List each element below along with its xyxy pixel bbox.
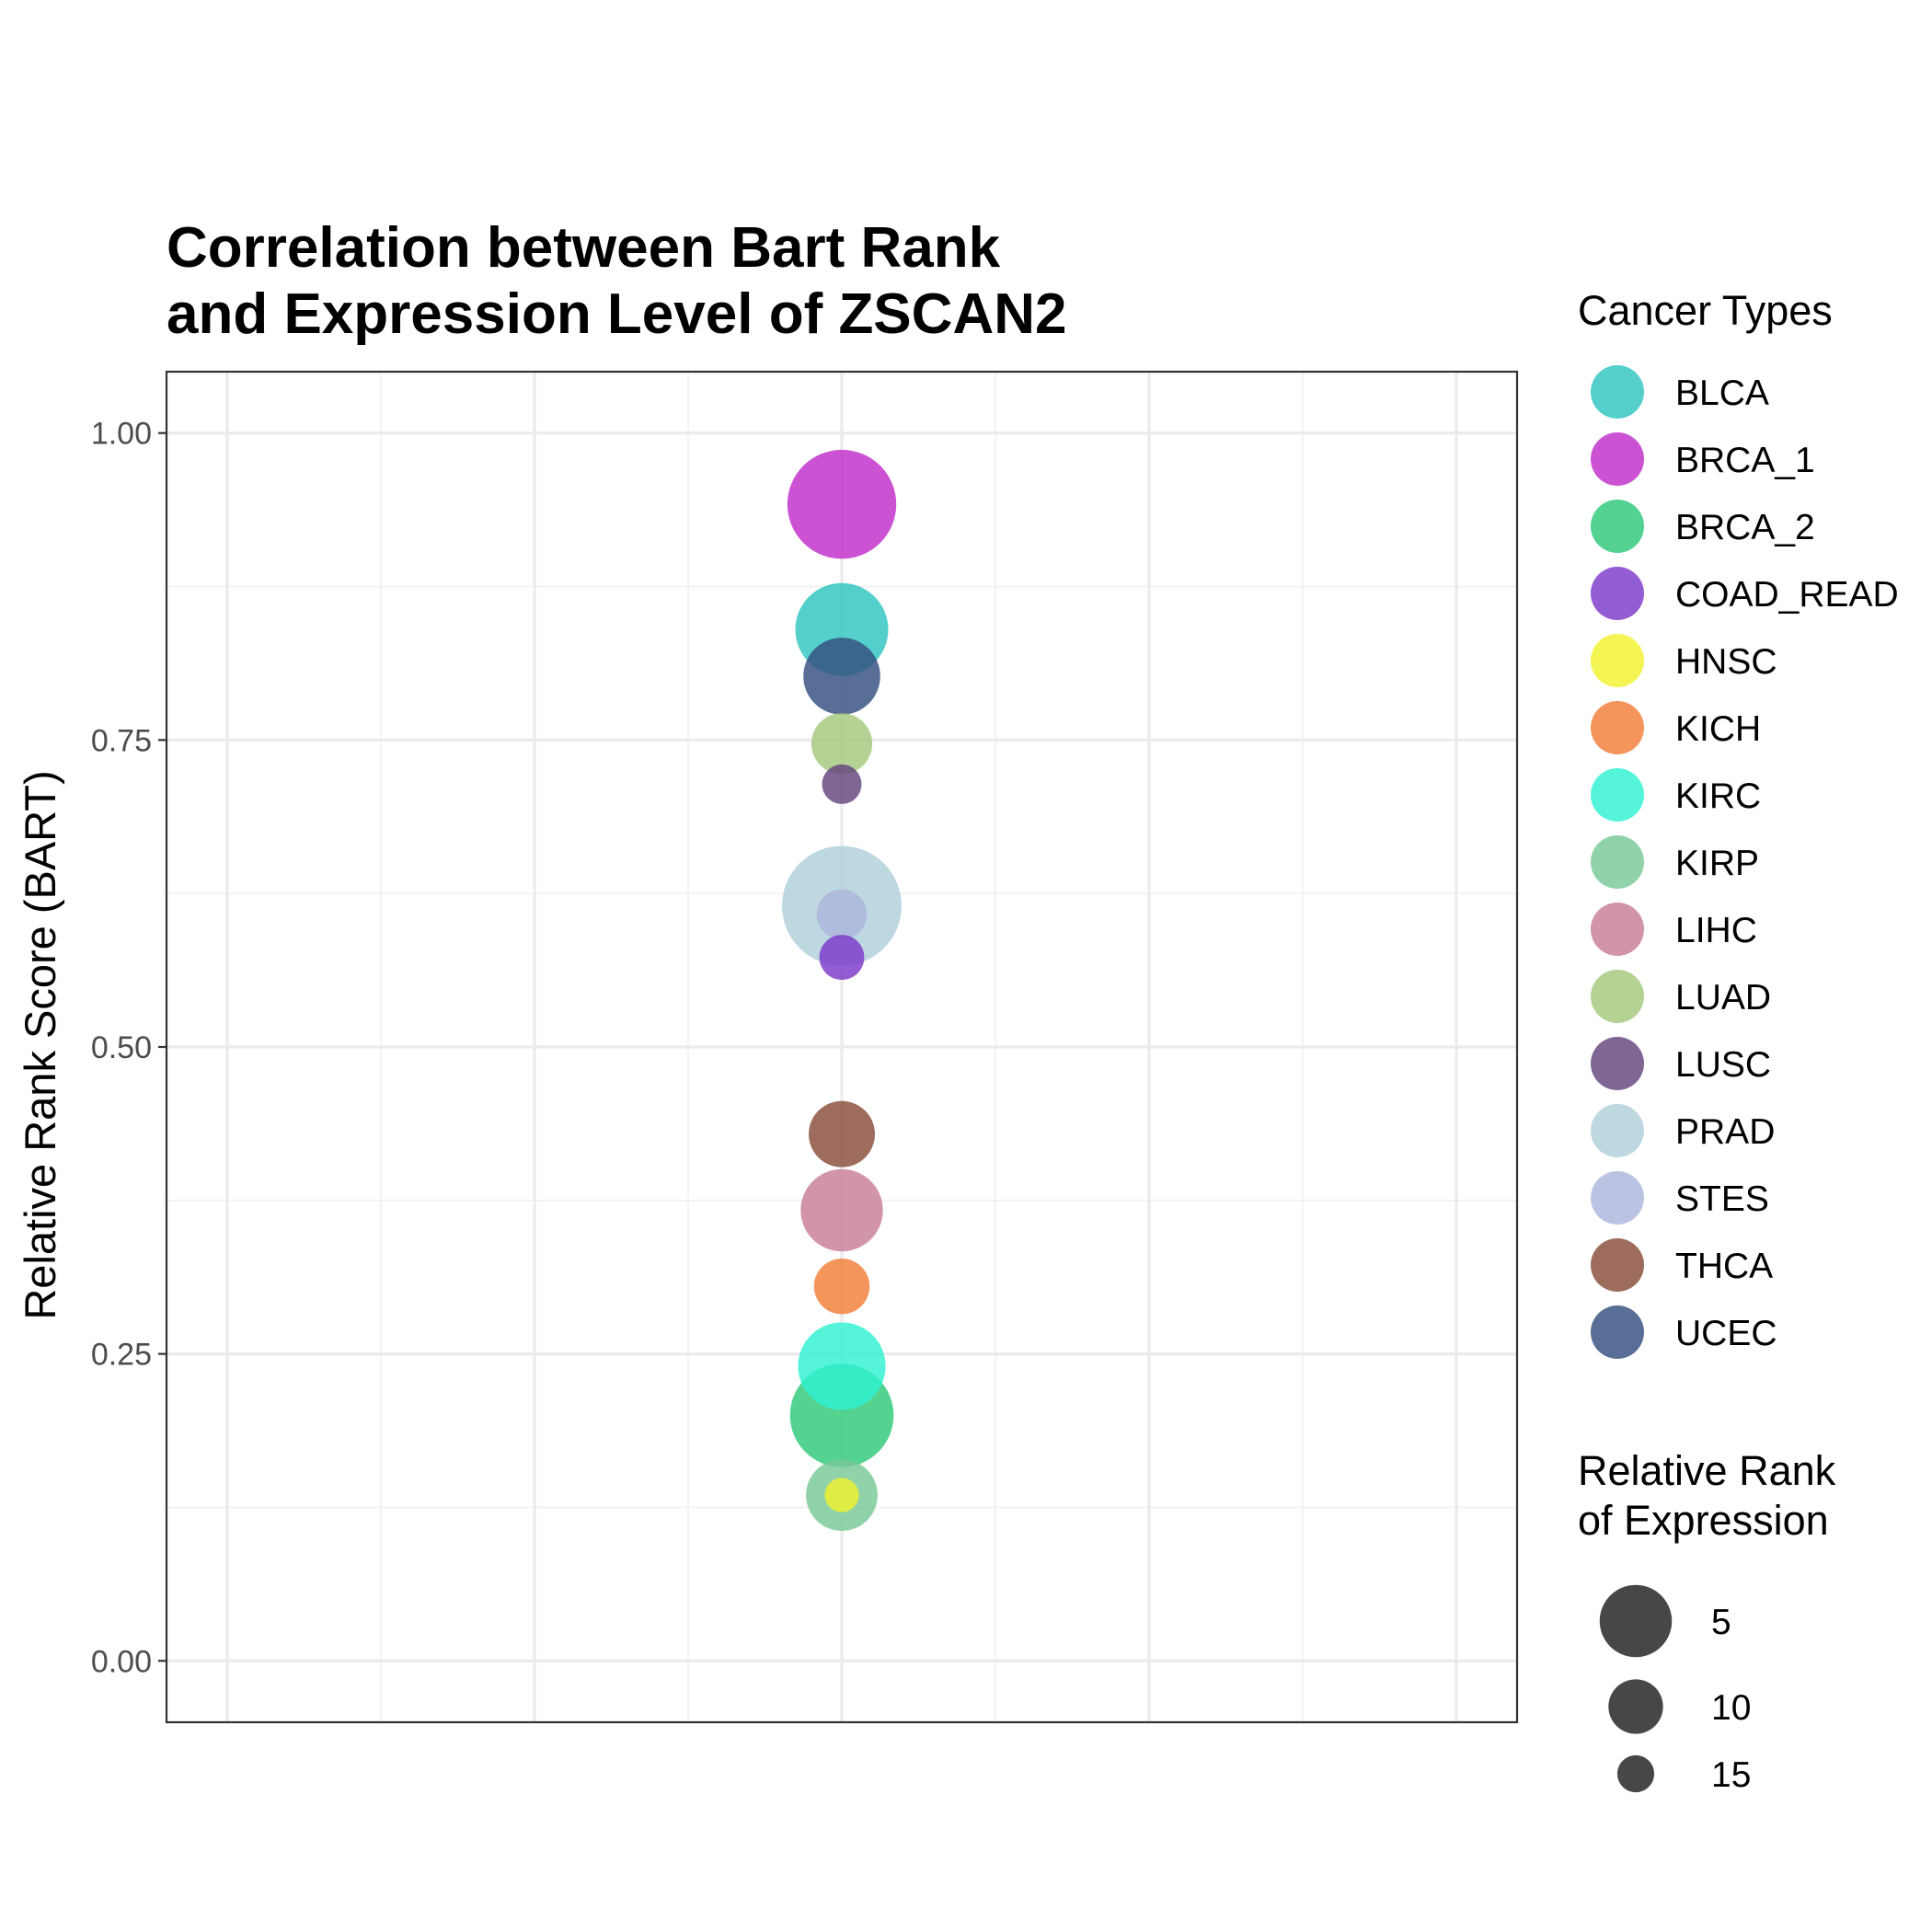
- legend-key-kich: [1591, 701, 1644, 754]
- panel-border: [165, 370, 1519, 1724]
- size-legend-label-5: 5: [1711, 1603, 1731, 1642]
- point-kich: [813, 1259, 870, 1315]
- point-brca-1: [787, 449, 897, 559]
- size-legend-label-15: 15: [1711, 1755, 1751, 1795]
- legend-key-hnsc: [1591, 634, 1644, 687]
- legend-key-thca: [1591, 1238, 1644, 1292]
- legend-label-brca-2: BRCA_2: [1675, 508, 1815, 547]
- legend-label-brca-1: BRCA_1: [1675, 441, 1815, 480]
- data-points: [782, 449, 902, 1532]
- y-tick-label: 1.00: [91, 417, 152, 452]
- legend-label-stes: STES: [1675, 1179, 1769, 1219]
- size-legend-key-5: [1599, 1584, 1673, 1658]
- legend-key-lusc: [1591, 1037, 1644, 1090]
- legend-label-ucec: UCEC: [1675, 1314, 1777, 1353]
- legend-key-lihc: [1591, 903, 1644, 956]
- legend-key-ucec: [1591, 1305, 1644, 1359]
- point-luad: [811, 713, 873, 775]
- point-lihc: [800, 1168, 883, 1252]
- y-tick-label: 0.25: [91, 1338, 152, 1373]
- point-hnsc: [824, 1478, 859, 1512]
- y-axis-title: Relative Rank Score (BART): [16, 770, 64, 1319]
- size-legend-key-10: [1608, 1679, 1663, 1734]
- legend-label-prad: PRAD: [1675, 1112, 1775, 1152]
- y-tick-label: 0.00: [91, 1644, 152, 1679]
- point-coad-read: [819, 935, 865, 980]
- size-legend-title-line-1: Relative Rank: [1578, 1447, 1836, 1494]
- legend-label-kich: KICH: [1675, 709, 1761, 749]
- point-kirc: [798, 1322, 886, 1410]
- size-legend-key-15: [1616, 1754, 1655, 1793]
- color-legend-title: Cancer Types: [1578, 287, 1833, 334]
- legend-label-lusc: LUSC: [1675, 1045, 1771, 1085]
- legend-label-blca: BLCA: [1675, 374, 1769, 413]
- legend-key-luad: [1591, 970, 1644, 1023]
- size-legend-title-line-2: of Expression: [1578, 1497, 1829, 1544]
- y-tick-label: 0.50: [91, 1030, 152, 1065]
- size-legend: Relative Rank of Expression 5 10 15: [1578, 1447, 1836, 1795]
- size-legend-label-10: 10: [1711, 1688, 1751, 1728]
- legend-key-kirp: [1591, 835, 1644, 889]
- color-legend: Cancer Types BLCA BRCA_1 BRCA_2 COAD_READ HN…: [1578, 287, 1899, 1359]
- legend-label-kirc: KIRC: [1675, 776, 1761, 816]
- point-lusc: [822, 764, 862, 804]
- y-axis: 0.00 0.25 0.50 0.75 1.00: [91, 417, 167, 1679]
- chart-title-line-1: Correlation between Bart Rank: [167, 216, 1001, 280]
- legend-label-hnsc: HNSC: [1675, 642, 1777, 682]
- chart-title-line-2: and Expression Level of ZSCAN2: [167, 282, 1066, 346]
- y-tick-label: 0.75: [91, 723, 152, 758]
- legend-key-kirc: [1591, 768, 1644, 822]
- legend-key-coad-read: [1591, 567, 1644, 620]
- legend-key-blca: [1591, 365, 1644, 419]
- chart-title: Correlation between Bart Rank and Expres…: [167, 216, 1066, 346]
- legend-label-luad: LUAD: [1675, 978, 1771, 1018]
- legend-key-prad: [1591, 1104, 1644, 1157]
- point-stes: [816, 889, 868, 940]
- legend-key-stes: [1591, 1171, 1644, 1225]
- legend-label-thca: THCA: [1675, 1247, 1773, 1286]
- point-thca: [809, 1100, 875, 1167]
- legend-label-kirp: KIRP: [1675, 844, 1759, 883]
- legend-label-lihc: LIHC: [1675, 911, 1757, 950]
- point-ucec: [803, 638, 880, 715]
- legend-key-brca-1: [1591, 432, 1644, 486]
- legend-label-coad-read: COAD_READ: [1675, 575, 1899, 615]
- legend-key-brca-2: [1591, 500, 1644, 553]
